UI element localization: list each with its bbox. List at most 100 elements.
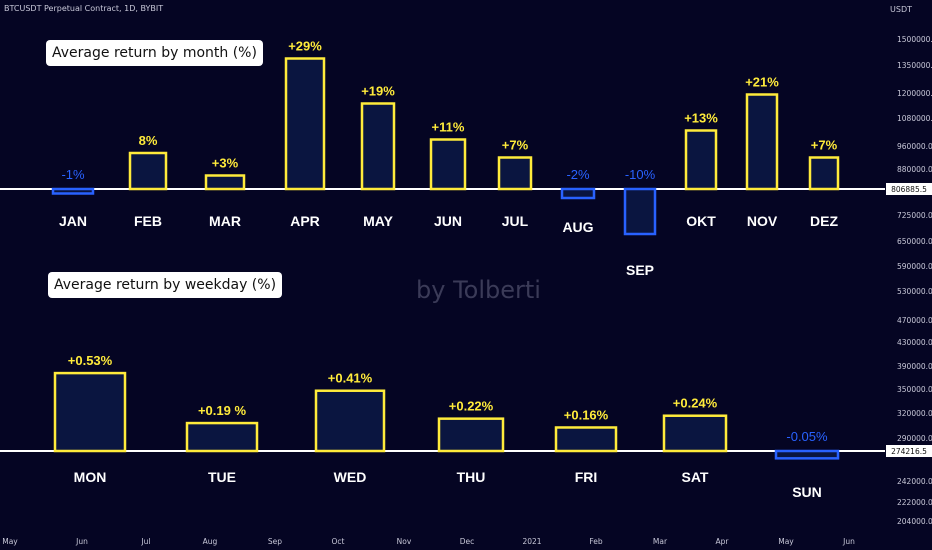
currency-label: USDT <box>890 5 912 14</box>
price-axis-tick: 242000.0 <box>897 477 932 486</box>
bar-value-label: +13% <box>684 111 718 126</box>
symbol-info: BTCUSDT Perpetual Contract, 1D, BYBIT <box>4 4 164 13</box>
price-axis-tick: 880000.0 <box>897 165 932 174</box>
category-label: MAR <box>209 213 241 229</box>
bar <box>360 102 396 191</box>
price-axis-tick: 590000.0 <box>897 262 932 271</box>
bar <box>429 138 467 191</box>
price-label: 274216.5 <box>891 447 927 456</box>
price-axis-tick: 350000.0 <box>897 385 932 394</box>
price-label-box <box>886 183 932 195</box>
bar-value-label: -0.05% <box>786 429 828 444</box>
time-axis-label: May <box>2 537 18 546</box>
bar-value-label: +0.24% <box>673 396 718 411</box>
bar-value-label: +0.22% <box>449 399 494 414</box>
bar-value-label: +29% <box>288 39 322 54</box>
bar <box>497 156 533 191</box>
bar <box>774 449 840 460</box>
bar-value-label: +0.19 % <box>198 403 247 418</box>
watermark: by Tolberti <box>416 276 541 304</box>
bar <box>623 187 657 236</box>
time-axis-label: Dec <box>460 537 475 546</box>
bar <box>314 389 386 453</box>
price-axis-tick: 1200000.0 <box>897 89 932 98</box>
time-axis-label: Jun <box>842 537 855 546</box>
category-label: JUN <box>434 213 462 229</box>
bar-value-label: +11% <box>432 120 465 135</box>
bar-value-label: +0.53% <box>68 353 113 368</box>
bar <box>554 426 618 453</box>
price-axis-tick: 650000.0 <box>897 237 932 246</box>
monthly-chart-title: Average return by month (%) <box>46 40 263 66</box>
price-axis-tick: 320000.0 <box>897 409 932 418</box>
price-axis-tick: 390000.0 <box>897 362 932 371</box>
category-label: SUN <box>792 484 822 500</box>
bar-value-label: -10% <box>625 167 656 182</box>
time-axis-label: Oct <box>332 537 345 546</box>
price-axis-tick: 725000.0 <box>897 211 932 220</box>
category-label: NOV <box>747 213 778 229</box>
bar-value-label: +19% <box>361 84 395 99</box>
price-axis-tick: 960000.0 <box>897 142 932 151</box>
time-axis-label: 2021 <box>522 537 541 546</box>
price-axis-tick: 1500000.0 <box>897 35 932 44</box>
bar-value-label: +21% <box>745 75 779 90</box>
bar <box>560 187 596 200</box>
bar <box>53 371 127 453</box>
bar-value-label: -1% <box>61 167 85 182</box>
bar <box>684 129 718 191</box>
bar-value-label: +0.41% <box>328 371 373 386</box>
price-axis-tick: 204000.0 <box>897 517 932 526</box>
time-axis-label: May <box>778 537 794 546</box>
bar <box>437 417 505 453</box>
time-axis-label: Nov <box>397 537 412 546</box>
time-axis-label: Mar <box>653 537 668 546</box>
category-label: MON <box>74 469 107 485</box>
bar-value-label: 8% <box>139 133 158 148</box>
category-label: OKT <box>686 213 716 229</box>
price-axis-tick: 290000.0 <box>897 434 932 443</box>
time-axis-label: Aug <box>203 537 218 546</box>
price-axis-tick: 1080000.0 <box>897 114 932 123</box>
bar-value-label: -2% <box>566 167 590 182</box>
time-axis-label: Feb <box>589 537 603 546</box>
price-label: 806885.5 <box>891 185 927 194</box>
bar-value-label: +7% <box>811 138 838 153</box>
bar <box>662 414 728 453</box>
bar <box>128 151 168 191</box>
bar <box>204 174 246 191</box>
price-label-box <box>886 445 932 457</box>
category-label: SAT <box>682 469 709 485</box>
category-label: JAN <box>59 213 87 229</box>
bar <box>185 421 259 453</box>
time-axis-label: Sep <box>268 537 282 546</box>
category-label: FRI <box>575 469 598 485</box>
category-label: THU <box>457 469 486 485</box>
price-axis-tick: 430000.0 <box>897 338 932 347</box>
time-axis-label: Jul <box>140 537 150 546</box>
price-axis-tick: 1350000.0 <box>897 61 932 70</box>
bar-value-label: +0.16% <box>564 407 609 422</box>
price-axis-tick: 222000.0 <box>897 498 932 507</box>
category-label: APR <box>290 213 320 229</box>
time-axis-label: Jun <box>75 537 88 546</box>
category-label: DEZ <box>810 213 838 229</box>
bar <box>284 57 326 191</box>
bar <box>745 93 779 191</box>
category-label: AUG <box>562 219 593 235</box>
price-axis-tick: 470000.0 <box>897 316 932 325</box>
category-label: SEP <box>626 262 654 278</box>
category-label: FEB <box>134 213 162 229</box>
bar <box>51 187 95 195</box>
bar-value-label: +3% <box>212 156 239 171</box>
category-label: TUE <box>208 469 236 485</box>
price-axis-tick: 530000.0 <box>897 287 932 296</box>
time-axis-label: Apr <box>716 537 730 546</box>
category-label: WED <box>334 469 367 485</box>
category-label: JUL <box>502 213 529 229</box>
category-label: MAY <box>363 213 393 229</box>
bar <box>808 156 840 191</box>
weekday-chart-title: Average return by weekday (%) <box>48 272 283 298</box>
